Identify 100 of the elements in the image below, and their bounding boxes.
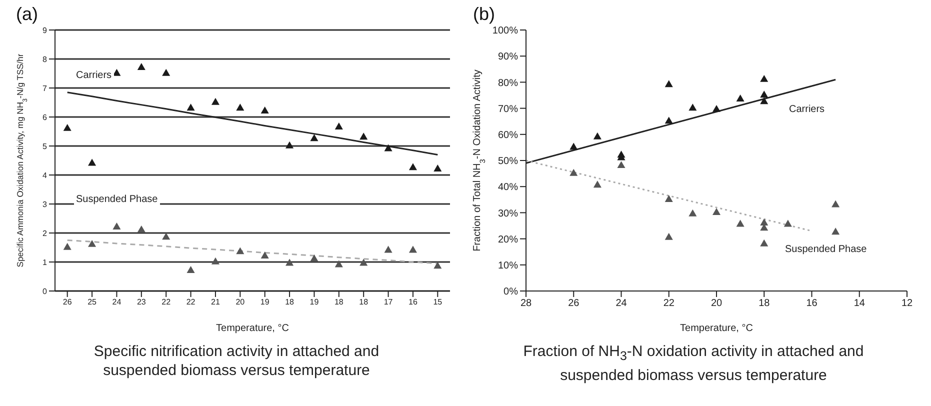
point [760, 218, 768, 226]
x-tick-label: 12 [901, 298, 913, 310]
point [260, 106, 269, 114]
x-tick-label: 18 [359, 298, 369, 307]
x-tick-label: 15 [433, 298, 443, 307]
point [664, 195, 673, 202]
point [688, 209, 697, 216]
point [570, 142, 578, 150]
y-tick-label: 9 [42, 26, 48, 35]
point [760, 239, 768, 246]
x-tick-label: 16 [806, 298, 818, 310]
chart-title: (b) [473, 4, 495, 25]
y-tick-label: 30% [498, 208, 518, 220]
y-tick-label: 7 [42, 84, 48, 93]
point [137, 63, 146, 70]
x-tick-label: 24 [616, 298, 628, 310]
x-tick-label: 14 [854, 298, 866, 310]
point [310, 254, 318, 262]
point [832, 200, 840, 208]
x-tick-label: 21 [211, 298, 220, 307]
y-tick-label: 50% [498, 156, 518, 168]
point [162, 232, 170, 240]
point [617, 161, 626, 168]
point [211, 257, 220, 264]
y-tick-label: 6 [42, 112, 48, 122]
point [112, 222, 121, 230]
point [260, 252, 269, 259]
point [760, 74, 768, 82]
point [360, 258, 368, 266]
point [760, 97, 768, 104]
point [688, 104, 697, 111]
x-tick-label: 17 [384, 298, 394, 307]
x-tick-label: 24 [112, 298, 122, 307]
x-tick-label: 26 [62, 298, 72, 307]
y-tick-label: 70% [498, 104, 518, 115]
point [334, 260, 343, 268]
y-tick-label: 80% [498, 78, 518, 89]
x-tick-label: 23 [136, 298, 146, 307]
point [664, 116, 673, 124]
line-series [66, 92, 438, 156]
point [334, 122, 343, 130]
x-tick-label: 19 [260, 298, 270, 307]
y-tick-label: 2 [42, 228, 48, 238]
point [236, 247, 244, 254]
point [360, 132, 368, 140]
x-tick-label: 20 [236, 298, 246, 307]
chart-title: (a) [16, 4, 38, 25]
point [736, 220, 744, 227]
point [712, 208, 721, 216]
point [137, 225, 146, 232]
x-tick-label: 19 [310, 298, 320, 307]
x-tick-label: 18 [285, 298, 295, 307]
point [736, 94, 744, 102]
point [384, 144, 392, 152]
point [286, 141, 294, 148]
point [570, 168, 578, 176]
point [310, 134, 318, 142]
text: Carriers [787, 104, 827, 115]
point [664, 80, 673, 88]
point [712, 104, 721, 112]
point [63, 124, 72, 131]
point [88, 240, 96, 247]
y-tick-label: 40% [498, 182, 518, 194]
point [286, 258, 294, 266]
point [593, 180, 602, 188]
text: Suspended Phase [74, 194, 160, 205]
text: Specific nitrification activity in attached and suspended biomass versus temperature [92, 342, 380, 380]
y-tick-label: 0% [504, 286, 518, 298]
point [384, 246, 392, 253]
series-label: Carriers [74, 70, 114, 81]
x-tick-label: 22 [162, 298, 172, 307]
point [186, 104, 195, 111]
point [664, 232, 673, 240]
point [408, 246, 417, 253]
text: Fraction of NH$_{3}$-N oxidation activity in attached and suspended biomass versus temperature [522, 342, 865, 385]
x-tick-label: 28 [520, 298, 532, 310]
y-tick-label: 20% [498, 234, 518, 246]
x-tick-label: 20 [710, 298, 722, 310]
point [784, 220, 792, 227]
point [408, 163, 417, 170]
y-tick-label: 10% [498, 260, 518, 272]
y-tick-label: 5 [42, 142, 48, 151]
x-tick-label: 16 [408, 298, 418, 307]
x-axis-title: Temperature, °C [216, 323, 289, 334]
point [760, 90, 768, 98]
point [88, 158, 96, 166]
x-tick-label: 18 [758, 298, 770, 310]
point [236, 104, 244, 111]
y-tick-label: 8 [42, 54, 48, 64]
x-tick-label: 22 [186, 298, 196, 307]
x-tick-label: 22 [663, 298, 675, 310]
point [186, 266, 195, 274]
x-axis-title: Temperature, °C [680, 323, 753, 334]
point [63, 242, 72, 250]
point [434, 262, 442, 269]
y-tick-label: 1 [42, 258, 48, 267]
point [211, 98, 220, 105]
y-tick-label: 4 [42, 170, 48, 180]
x-tick-label: 26 [568, 298, 580, 310]
y-tick-label: 100% [492, 26, 518, 37]
